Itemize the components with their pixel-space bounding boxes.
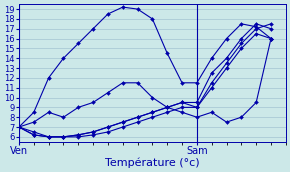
X-axis label: Température (°c): Température (°c) — [105, 157, 200, 168]
